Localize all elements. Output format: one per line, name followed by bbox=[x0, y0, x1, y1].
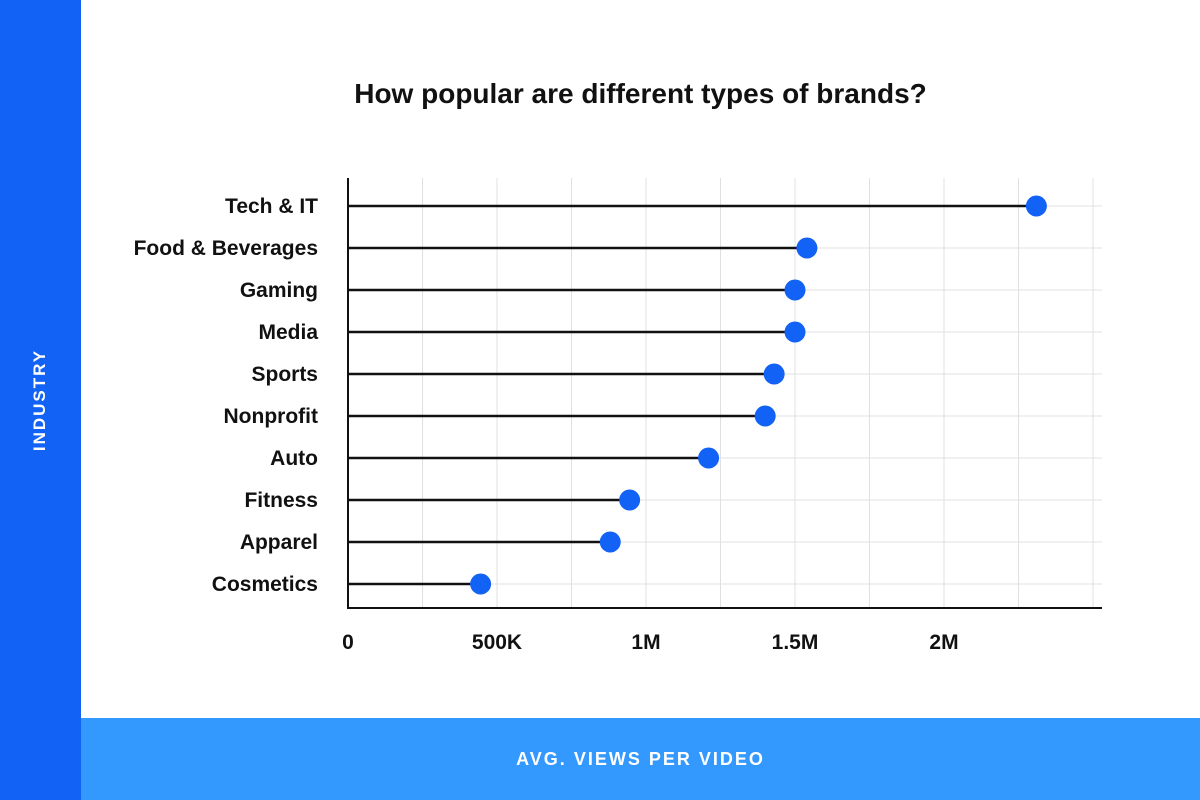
lollipop-dot bbox=[784, 279, 806, 301]
x-axis-label: AVG. VIEWS PER VIDEO bbox=[516, 749, 765, 769]
x-tick-label: 0 bbox=[342, 631, 354, 654]
category-label: Fitness bbox=[244, 489, 318, 512]
y-axis-band: INDUSTRY bbox=[0, 0, 81, 800]
lollipop-dot bbox=[599, 531, 621, 553]
lollipop-dot bbox=[796, 237, 818, 259]
x-tick-label: 1M bbox=[631, 631, 660, 654]
lollipop-dot bbox=[619, 489, 641, 511]
category-label: Nonprofit bbox=[224, 405, 318, 428]
lollipop-chart: Tech & IT Food & Beverages Gaming Media Spor… bbox=[134, 178, 1102, 654]
lollipop-dot bbox=[754, 405, 776, 427]
x-tick-label: 1.5M bbox=[772, 631, 819, 654]
lollipop-dot bbox=[470, 573, 492, 595]
category-label: Apparel bbox=[240, 531, 318, 554]
category-label: Cosmetics bbox=[212, 573, 318, 596]
lollipop-dot bbox=[698, 447, 720, 469]
chart-title: How popular are different types of brand… bbox=[354, 78, 927, 109]
lollipop-dot bbox=[1025, 195, 1047, 217]
x-tick-label: 500K bbox=[472, 631, 522, 654]
x-axis-band: AVG. VIEWS PER VIDEO bbox=[81, 718, 1200, 800]
category-label: Gaming bbox=[240, 279, 318, 302]
category-label: Auto bbox=[270, 447, 318, 470]
category-label: Tech & IT bbox=[225, 195, 318, 218]
lollipop-dot bbox=[784, 321, 806, 343]
category-label: Media bbox=[258, 321, 318, 344]
lollipop-dot bbox=[763, 363, 785, 385]
category-label: Food & Beverages bbox=[134, 237, 318, 260]
category-label: Sports bbox=[251, 363, 318, 386]
x-tick-label: 2M bbox=[929, 631, 958, 654]
